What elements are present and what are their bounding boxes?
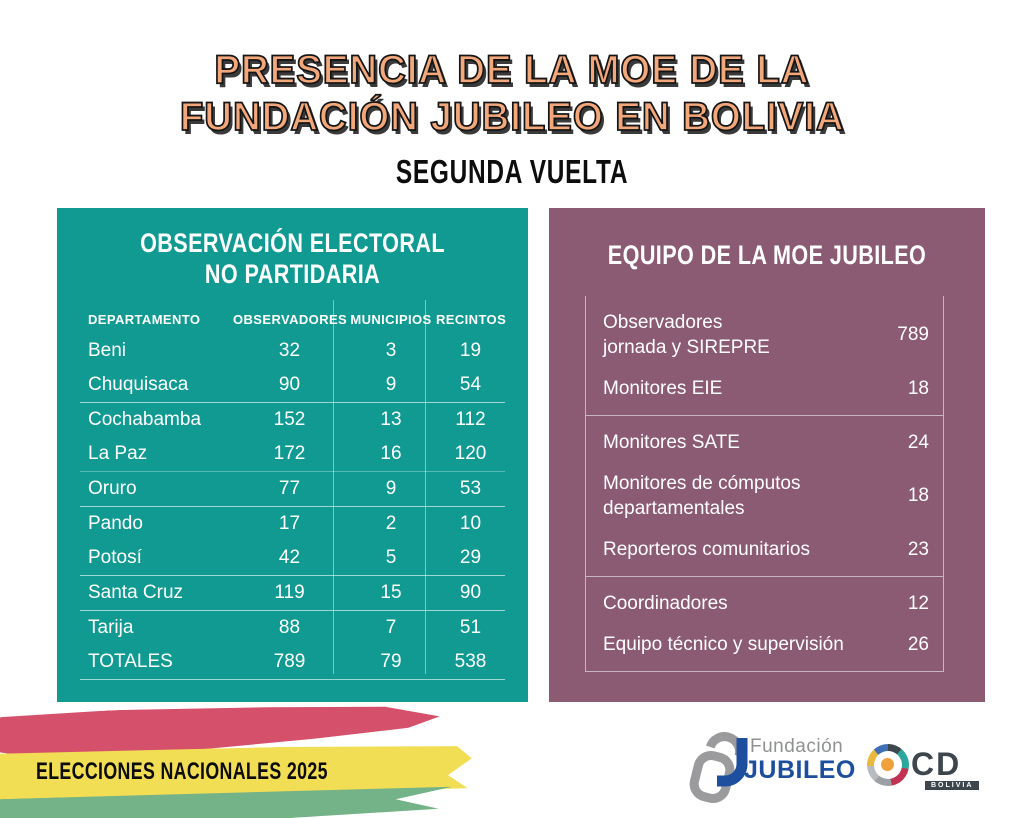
elections-banner: ELECCIONES NACIONALES 2025 (36, 758, 328, 785)
ocd-bolivia-logo: CD BOLIVIA (867, 740, 985, 795)
jubileo-chain-icon (689, 732, 748, 803)
item-value: 24 (907, 431, 929, 453)
table-row-totals: TOTALES 789 79 538 (80, 645, 505, 680)
observation-panel-title: OBSERVACIÓN ELECTORAL NO PARTIDARIA (140, 228, 445, 289)
ocd-ring-icon (867, 744, 909, 786)
table-column-divider (333, 300, 334, 674)
team-panel-title: EQUIPO DE LA MOE JUBILEO (607, 240, 927, 270)
column-header-departamento: DEPARTAMENTO (88, 311, 201, 327)
column-header-recintos: RECINTOS (436, 311, 507, 327)
list-item: Observadores jornada y SIREPRE 789 (603, 312, 929, 358)
team-list: Observadores jornada y SIREPRE 789 Monito… (585, 296, 944, 672)
table-row: Chuquisaca 90 9 54 (80, 368, 505, 403)
list-item: Coordinadores 12 (603, 592, 929, 615)
list-item: Monitores EIE 18 (603, 377, 929, 400)
item-value: 23 (907, 538, 929, 560)
table-row: Pando 17 2 10 (88, 513, 482, 534)
column-header-observadores: OBSERVADORES (233, 311, 348, 327)
table-row: Beni 32 3 19 (88, 340, 482, 361)
item-value: 789 (897, 324, 929, 345)
list-item: Reporteros comunitarios 23 (603, 538, 929, 561)
table-row: Potosí 42 5 29 (80, 541, 505, 576)
team-group: Monitores SATE 24 Monitores de cómputos d… (586, 416, 943, 577)
team-panel: EQUIPO DE LA MOE JUBILEO Observadores jor… (549, 208, 985, 702)
ocd-dot-icon (881, 758, 894, 771)
ocd-logo-text: CD (911, 746, 962, 782)
page-title-line1: PRESENCIA DE LA MOE DE LA (214, 47, 810, 93)
table-header-row: DEPARTAMENTO OBSERVADORES MUNICIPIOS REC… (80, 304, 507, 334)
team-group: Observadores jornada y SIREPRE 789 Monito… (586, 296, 943, 416)
list-item: Equipo técnico y supervisión 26 (603, 633, 929, 656)
observation-panel: OBSERVACIÓN ELECTORAL NO PARTIDARIA DEPA… (57, 208, 528, 702)
item-value: 18 (907, 377, 929, 399)
table-row: La Paz 172 16 120 (80, 437, 505, 472)
observation-table: DEPARTAMENTO OBSERVADORES MUNICIPIOS REC… (80, 304, 507, 680)
fundacion-jubileo-logo: Fundación JUBILEO (686, 720, 856, 808)
table-row: Oruro 77 9 53 (80, 472, 505, 507)
ocd-logo-badge: BOLIVIA (925, 781, 980, 790)
team-group: Coordinadores 12 Equipo técnico y superv… (586, 577, 943, 672)
item-value: 18 (907, 485, 929, 506)
list-item: Monitores SATE 24 (603, 431, 929, 454)
jubileo-logo-text-bottom: JUBILEO (744, 756, 856, 784)
page-subtitle: SEGUNDA VUELTA (395, 153, 629, 190)
jubileo-logo-text-top: Fundación (750, 736, 844, 757)
item-value: 26 (907, 633, 929, 655)
list-item: Monitores de cómputos departamentales 18 (603, 473, 929, 519)
column-header-municipios: MUNICIPIOS (350, 311, 432, 327)
table-column-divider (425, 300, 426, 674)
table-row: Tarija 88 7 51 (88, 617, 482, 638)
item-value: 12 (907, 592, 929, 614)
page-title-line2: FUNDACIÓN JUBILEO EN BOLIVIA (179, 94, 845, 140)
table-row: Santa Cruz 119 15 90 (80, 576, 505, 611)
table-row: Cochabamba 152 13 112 (88, 409, 486, 430)
